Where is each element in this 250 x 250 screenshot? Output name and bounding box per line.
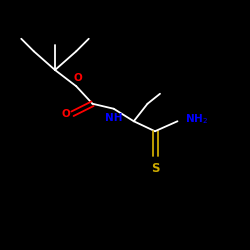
Text: NH$_2$: NH$_2$ (185, 112, 208, 126)
Text: O: O (62, 109, 71, 119)
Text: O: O (73, 73, 82, 83)
Text: NH: NH (106, 113, 123, 123)
Text: S: S (151, 162, 159, 175)
